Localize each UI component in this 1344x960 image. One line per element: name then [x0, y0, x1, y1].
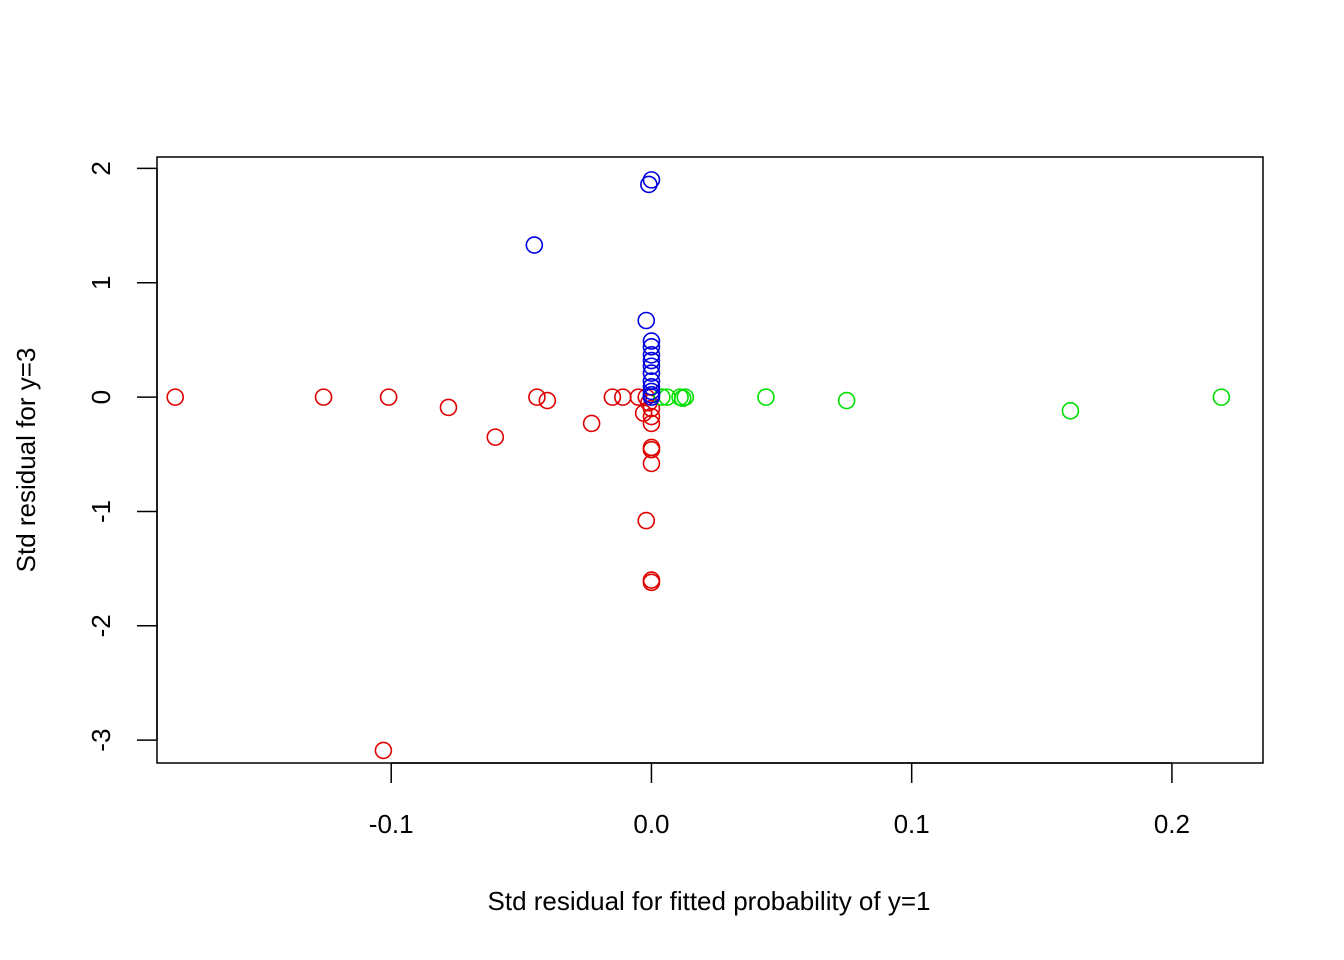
series-1 — [653, 388, 1231, 420]
data-point — [642, 407, 661, 426]
data-point — [642, 414, 661, 433]
data-point — [642, 440, 661, 459]
data-point — [528, 388, 546, 406]
data-point — [314, 388, 333, 406]
data-point — [642, 573, 661, 592]
data-point — [1061, 402, 1080, 420]
data-point — [642, 351, 661, 370]
data-point — [642, 357, 661, 376]
data-point — [642, 346, 661, 364]
data-point — [837, 391, 856, 410]
y-tick-label: -3 — [86, 729, 116, 752]
data-point — [614, 388, 632, 406]
x-axis: -0.1 0.0 0.1 0.2 — [369, 762, 1190, 839]
y-tick-label: 1 — [86, 276, 116, 290]
data-points — [166, 171, 1231, 760]
x-tick-label: -0.1 — [369, 809, 414, 839]
y-axis-label: Std residual for y=3 — [11, 348, 41, 573]
data-point — [166, 388, 185, 406]
data-point — [582, 414, 601, 433]
data-point — [757, 388, 775, 406]
data-point — [486, 428, 505, 446]
data-point — [642, 364, 661, 382]
y-tick-label: -2 — [86, 614, 116, 637]
x-tick-label: 0.1 — [894, 809, 930, 839]
y-tick-label: -1 — [86, 500, 116, 523]
series-2 — [525, 171, 661, 406]
y-tick-label: 2 — [86, 161, 116, 175]
data-point — [374, 741, 393, 760]
data-point — [642, 171, 661, 189]
data-point — [642, 399, 661, 418]
data-point — [603, 388, 622, 406]
y-tick-label: 0 — [86, 390, 116, 404]
data-point — [637, 311, 656, 330]
data-point — [525, 236, 544, 254]
x-tick-label: 0.0 — [633, 809, 669, 839]
data-point — [642, 454, 661, 473]
plot-box — [156, 156, 1264, 764]
x-tick-label: 0.2 — [1154, 809, 1190, 839]
x-axis-label: Std residual for fitted probability of y… — [488, 886, 931, 916]
data-point — [642, 378, 661, 396]
data-point — [538, 391, 557, 410]
data-point — [1212, 388, 1231, 406]
y-axis: -3 -2 -1 0 1 2 — [86, 161, 158, 752]
data-point — [642, 338, 661, 356]
data-point — [653, 388, 671, 406]
data-point — [642, 332, 661, 350]
data-point — [439, 398, 458, 417]
data-point — [640, 175, 658, 194]
data-point — [676, 388, 695, 406]
data-point — [637, 511, 656, 530]
data-point — [642, 388, 661, 406]
series-0 — [166, 388, 661, 760]
data-point — [379, 388, 398, 406]
